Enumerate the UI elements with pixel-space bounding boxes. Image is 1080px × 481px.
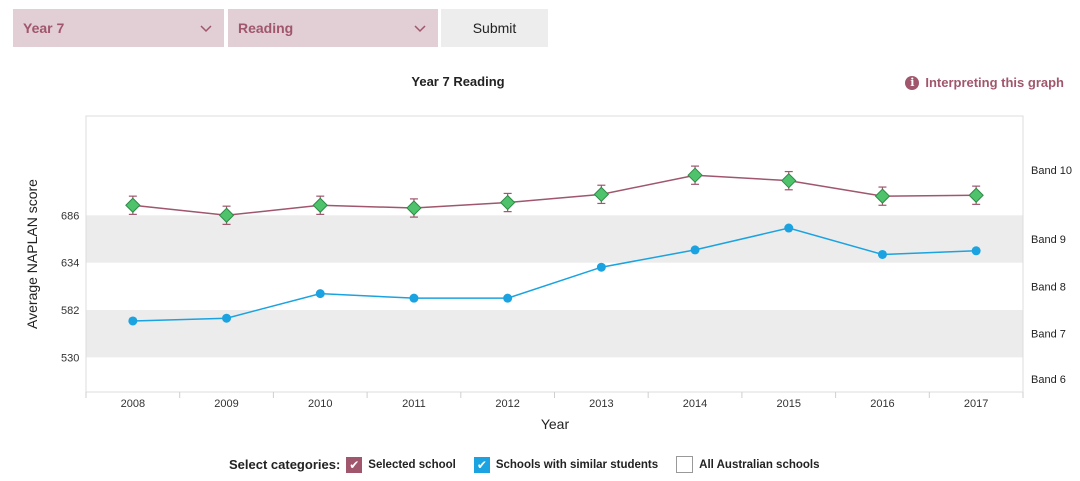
selected-school-point <box>499 194 516 211</box>
y-tick-label: 582 <box>61 305 79 317</box>
y-axis-label: Average NAPLAN score <box>24 179 40 329</box>
x-tick-label: 2016 <box>870 398 894 410</box>
legend-similar-schools[interactable]: ✔ Schools with similar students <box>473 456 659 473</box>
x-tick-label: 2008 <box>121 398 145 410</box>
similar-schools-line <box>132 227 977 322</box>
checkbox-checked-icon[interactable]: ✔ <box>346 456 363 473</box>
selected-school-point <box>781 172 797 189</box>
similar-schools-point <box>877 249 887 259</box>
y-tick-label: 634 <box>61 258 79 270</box>
similar-schools-point <box>315 289 325 299</box>
x-tick-label: 2014 <box>683 398 707 410</box>
category-legend: Select categories: ✔ Selected school ✔ S… <box>229 456 838 473</box>
x-tick-label: 2012 <box>495 398 519 410</box>
selected-school-point <box>125 197 141 213</box>
chevron-down-icon <box>200 25 212 33</box>
year-select-value: Year 7 <box>23 20 65 36</box>
selected-school-point <box>874 188 891 204</box>
band-shade <box>86 215 1023 263</box>
similar-schools-point <box>596 262 606 272</box>
x-tick-label: 2015 <box>777 398 801 410</box>
similar-schools-point <box>784 223 794 233</box>
band-label: Band 8 <box>1031 281 1066 293</box>
chart-title: Year 7 Reading <box>411 74 505 89</box>
interpreting-graph-label: Interpreting this graph <box>925 75 1064 90</box>
band-shade <box>86 310 1023 358</box>
similar-schools-point <box>503 293 513 303</box>
checkbox-checked-icon[interactable]: ✔ <box>473 456 490 473</box>
band-label: Band 9 <box>1031 234 1066 246</box>
legend-selected-school[interactable]: ✔ Selected school <box>346 456 456 473</box>
legend-all-australian-schools[interactable]: All Australian schools <box>676 456 820 473</box>
selected-school-point <box>687 167 703 183</box>
chevron-down-icon <box>414 25 426 33</box>
legend-label: Selected school <box>368 458 456 471</box>
subject-select-value: Reading <box>238 20 294 36</box>
similar-schools-point <box>222 313 232 323</box>
checkbox-unchecked-icon[interactable] <box>676 456 694 473</box>
band-label: Band 10 <box>1031 165 1072 177</box>
year-select[interactable]: Year 7 <box>13 9 224 47</box>
interpreting-graph-link[interactable]: i Interpreting this graph <box>905 75 1064 90</box>
legend-title: Select categories: <box>229 457 341 472</box>
selected-school-point <box>406 200 422 216</box>
selected-school-point <box>968 187 984 203</box>
info-icon: i <box>905 75 920 90</box>
x-tick-label: 2017 <box>964 398 988 410</box>
y-tick-label: 530 <box>61 352 79 364</box>
similar-schools-point <box>690 245 700 255</box>
submit-button[interactable]: Submit <box>441 9 548 47</box>
y-tick-label: 686 <box>61 210 79 222</box>
similar-schools-point <box>128 316 138 326</box>
band-label: Band 7 <box>1031 329 1066 341</box>
x-tick-label: 2010 <box>308 398 332 410</box>
selected-school-point <box>218 207 235 223</box>
band-label: Band 6 <box>1031 374 1066 386</box>
x-tick-label: 2009 <box>214 398 238 410</box>
x-axis-label: Year <box>541 416 570 432</box>
x-tick-label: 2013 <box>589 398 613 410</box>
subject-select[interactable]: Reading <box>228 9 438 47</box>
selected-school-line <box>132 174 977 217</box>
selected-school-point <box>593 186 610 203</box>
legend-label: All Australian schools <box>699 458 820 471</box>
x-tick-label: 2011 <box>402 398 426 410</box>
similar-schools-point <box>971 246 981 256</box>
similar-schools-point <box>409 293 419 303</box>
selected-school-point <box>312 197 328 213</box>
legend-label: Schools with similar students <box>495 458 659 471</box>
